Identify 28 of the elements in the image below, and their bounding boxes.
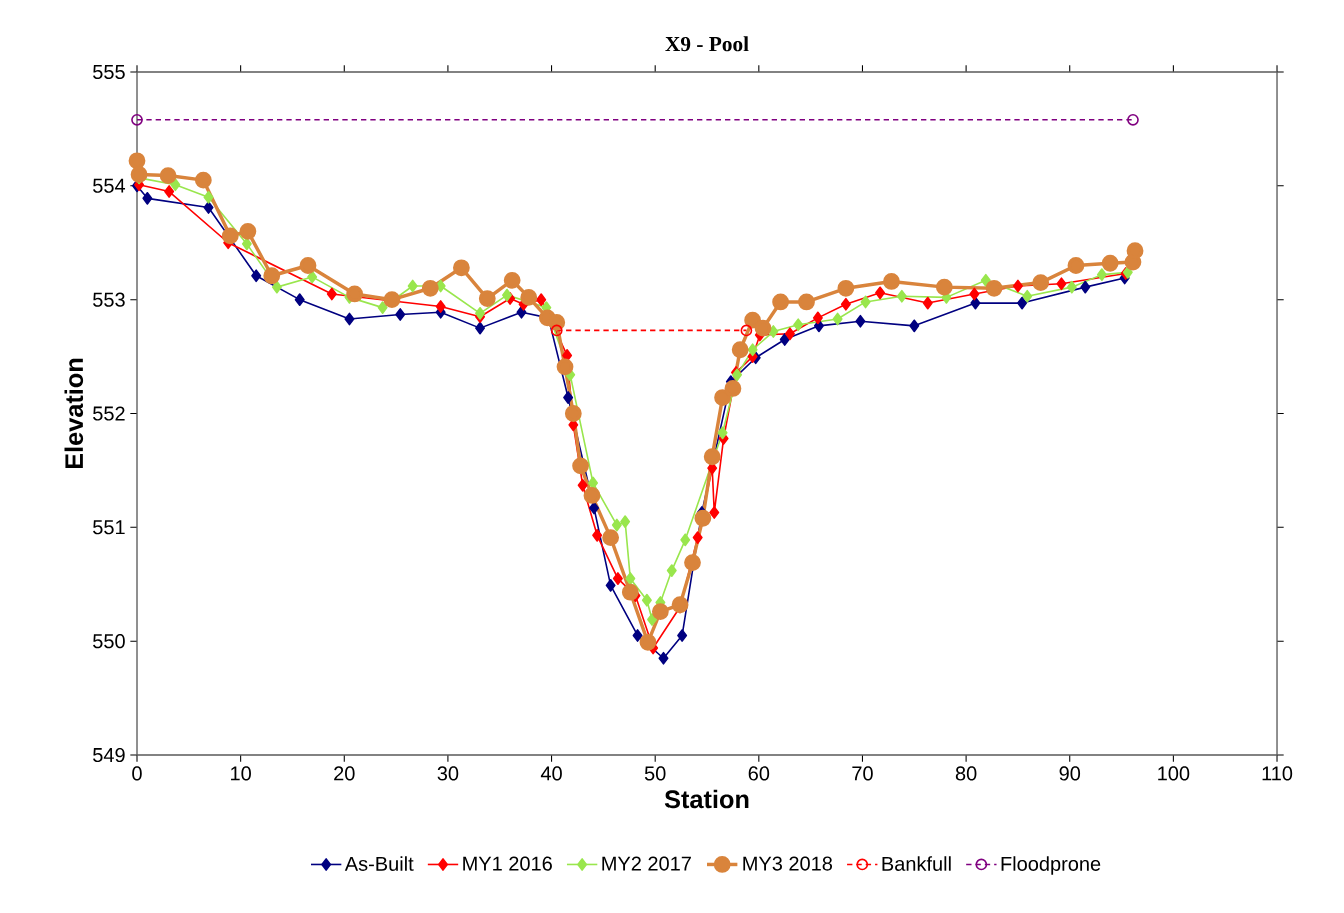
x-tick-label: 110 [1262,766,1293,781]
legend-label: MY3 2018 [743,856,833,871]
legend-label: As-Built [344,856,414,871]
y-tick-label: 552 [93,406,125,421]
x-tick-label: 60 [748,766,770,781]
x-tick-label: 50 [644,766,666,781]
y-tick-label: 550 [93,634,125,649]
y-tick-label: 553 [93,292,125,307]
y-tick-label: 555 [93,65,125,79]
x-tick-label: 80 [955,766,977,781]
legend-label: Bankfull [882,856,951,871]
y-axis-title: Elevation [64,358,84,469]
x-tick-label: 0 [132,766,142,781]
y-tick-label: 551 [93,520,125,535]
x-tick-label: 70 [852,766,873,781]
x-tick-label: 100 [1158,766,1190,781]
chart-title: X9 - Pool [665,36,749,52]
y-tick-label: 549 [93,747,125,763]
legend-label: MY1 2016 [463,856,552,871]
x-tick-label: 30 [437,766,459,781]
x-axis-title: Station [664,789,749,809]
legend-label: MY2 2017 [602,856,691,871]
x-tick-label: 20 [334,766,355,781]
y-tick-label: 554 [93,178,126,193]
x-tick-label: 40 [540,766,562,781]
x-tick-label: 10 [231,766,251,781]
legend-label: Floodprone [1001,856,1101,875]
x-tick-label: 90 [1059,766,1081,781]
